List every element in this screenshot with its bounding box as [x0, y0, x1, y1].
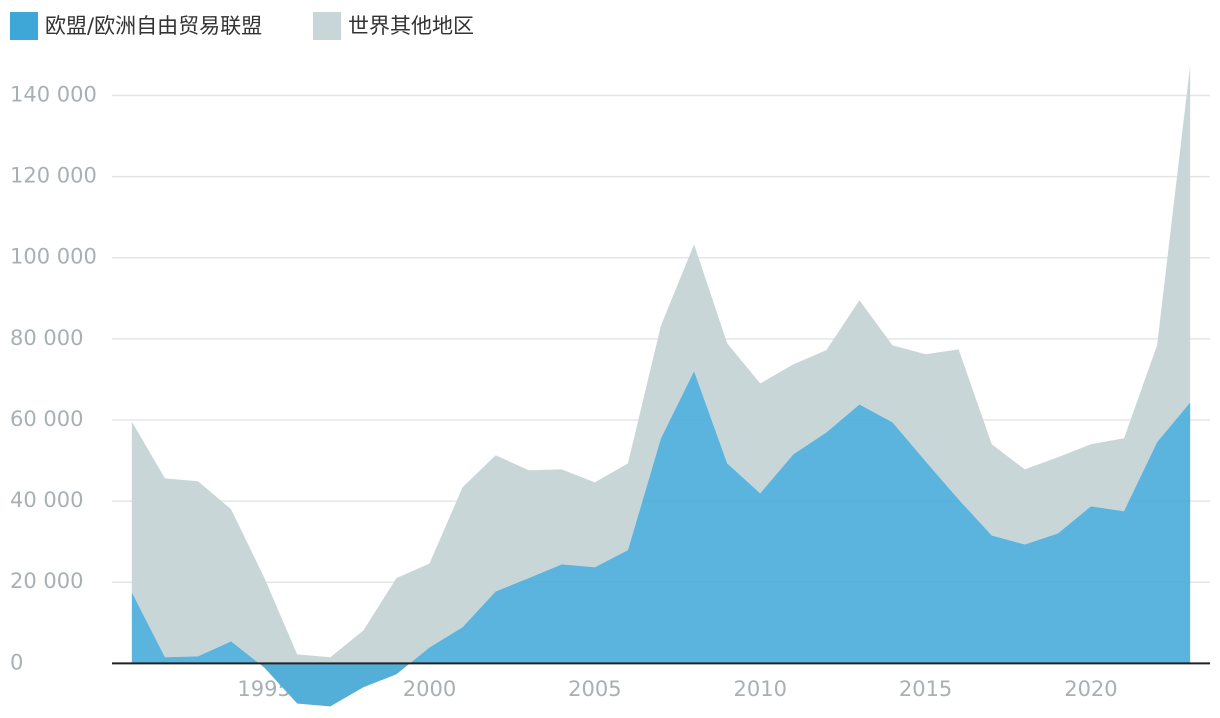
y-tick-label: 40 000 — [10, 488, 83, 512]
legend-label: 欧盟/欧洲自由贸易联盟 — [45, 14, 262, 38]
y-tick-label: 60 000 — [10, 407, 83, 431]
y-tick-label: 120 000 — [10, 164, 97, 188]
x-tick-label: 2010 — [733, 677, 786, 701]
area — [131, 371, 1191, 707]
y-tick-label: 140 000 — [10, 82, 97, 106]
legend-label: 世界其他地区 — [348, 14, 474, 38]
x-tick-label: 2000 — [403, 677, 456, 701]
area — [131, 65, 1191, 707]
x-tick-label: 2020 — [1064, 677, 1117, 701]
legend-swatch — [10, 12, 38, 40]
y-tick-label: 0 — [10, 650, 23, 674]
y-tick-label: 20 000 — [10, 569, 83, 593]
x-tick-label: 2005 — [568, 677, 621, 701]
y-tick-label: 100 000 — [10, 245, 97, 269]
legend-swatch — [313, 12, 341, 40]
y-tick-label: 80 000 — [10, 326, 83, 350]
x-tick-label: 2015 — [899, 677, 952, 701]
